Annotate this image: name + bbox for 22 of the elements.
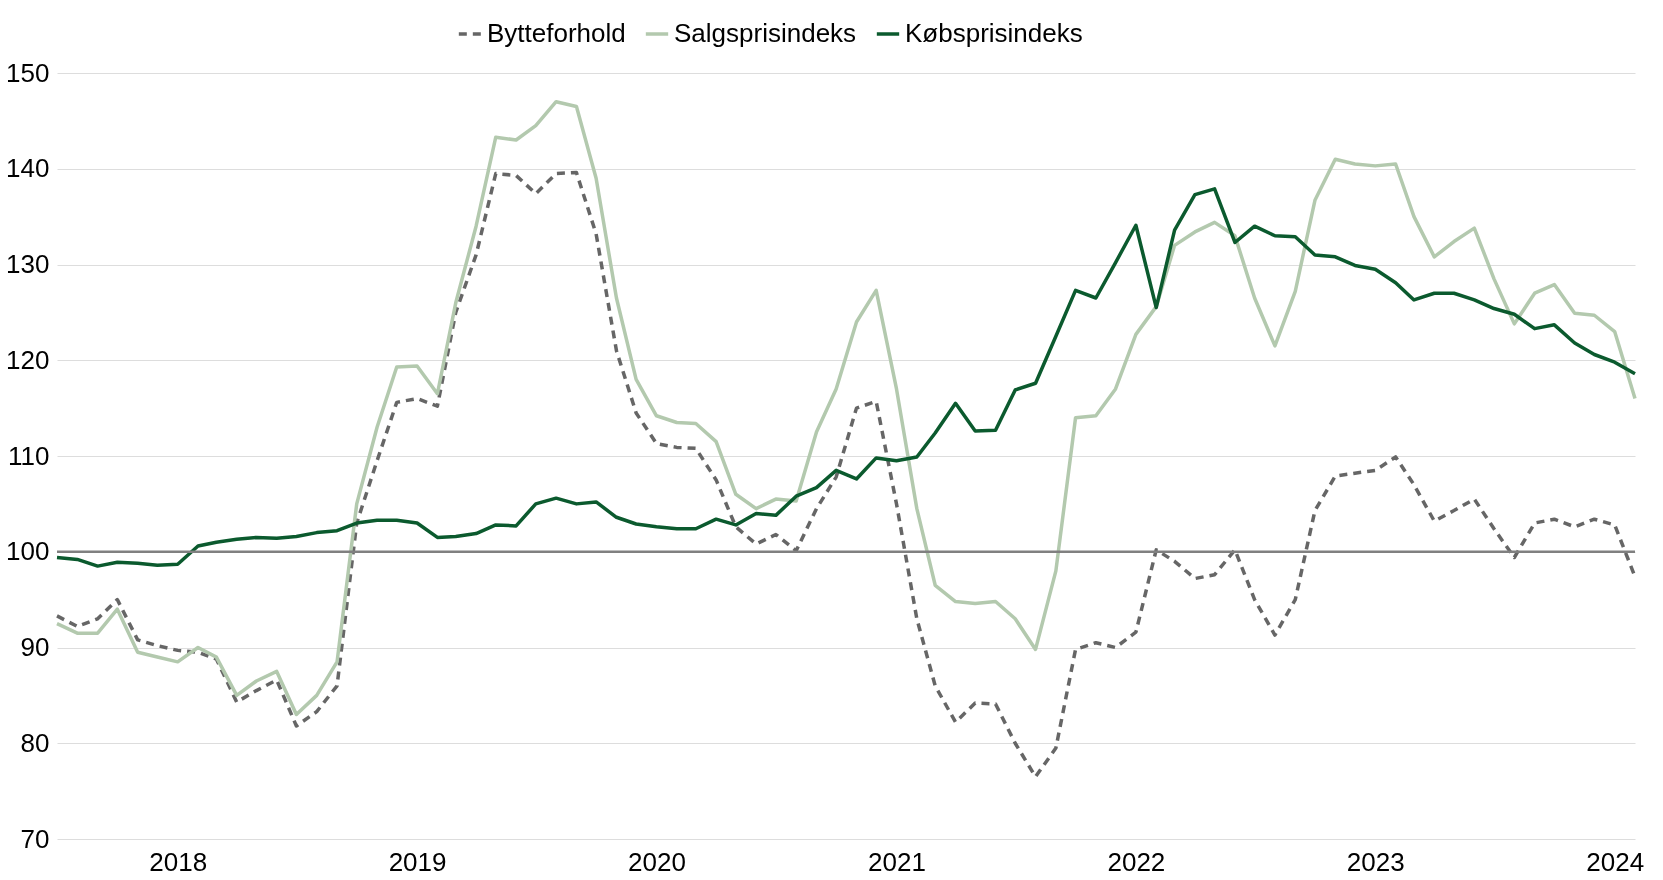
line-series [55,187,1637,568]
line-series [55,99,1637,717]
line-series [55,170,1637,779]
x-tick-label: 2022 [1107,846,1166,877]
legend-label: Bytteforhold [487,18,626,48]
x-tick-label: 2020 [628,846,686,877]
y-tick-label: 90 [20,632,50,662]
y-tick-label: 80 [20,727,50,758]
y-tick-label: 130 [6,249,50,279]
x-tick-label: 2018 [149,846,208,877]
y-tick-label: 70 [20,823,50,854]
legend-label: Købsprisindeks [905,18,1083,48]
x-tick-label: 2019 [388,846,447,877]
y-tick-label: 120 [6,344,50,375]
y-tick-label: 100 [6,536,50,567]
x-tick-label: 2024 [1586,846,1645,877]
y-tick-label: 150 [6,57,50,88]
legend-label: Salgsprisindeks [674,18,857,48]
y-tick-label: 110 [8,440,50,471]
x-tick-label: 2023 [1346,846,1405,877]
x-tick-label: 2021 [868,846,926,877]
y-tick-label: 140 [6,153,50,184]
